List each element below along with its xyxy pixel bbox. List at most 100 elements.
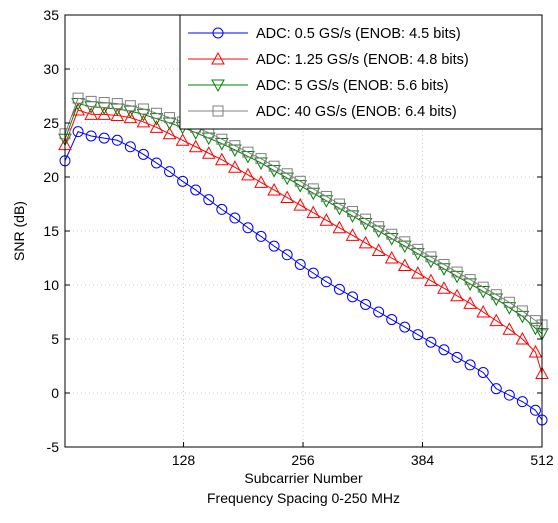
series-line	[64, 131, 543, 421]
data-point	[110, 108, 125, 121]
legend-label: ADC: 5 GS/s (ENOB: 5.6 bits)	[256, 78, 449, 94]
data-point	[412, 243, 424, 255]
legend-label: ADC: 40 GS/s (ENOB: 6.4 bits)	[256, 104, 457, 120]
data-point	[124, 141, 136, 153]
data-point	[149, 120, 164, 133]
data-point	[320, 276, 332, 288]
data-point	[136, 114, 151, 128]
data-point	[373, 221, 385, 233]
data-point	[476, 304, 491, 318]
data-point	[516, 305, 528, 317]
y-tick-label: 10	[43, 277, 59, 293]
data-point	[72, 126, 84, 138]
data-point	[85, 95, 97, 107]
data-point	[255, 153, 267, 165]
data-point	[438, 344, 450, 356]
legend-marker	[212, 105, 224, 117]
data-point	[137, 148, 149, 160]
data-point	[360, 213, 372, 225]
y-tick-label: 0	[51, 385, 59, 401]
series-line	[64, 109, 543, 374]
data-point	[255, 230, 267, 242]
data-point	[228, 160, 242, 173]
data-point	[464, 359, 476, 371]
data-point	[190, 184, 202, 196]
data-point	[84, 107, 98, 120]
x-axis-sublabel: Frequency Spacing 0-250 MHz	[207, 490, 400, 506]
data-point	[268, 160, 280, 172]
data-point	[333, 198, 345, 210]
data-point	[293, 198, 308, 211]
data-point	[489, 313, 504, 327]
data-point	[411, 266, 425, 279]
data-point	[203, 194, 215, 206]
data-point	[319, 213, 334, 226]
data-point	[162, 126, 177, 140]
data-point	[150, 157, 162, 169]
data-point	[528, 344, 543, 358]
y-tick-label: -5	[47, 439, 60, 455]
data-point	[425, 336, 437, 348]
data-point	[98, 96, 110, 108]
data-point	[397, 258, 412, 272]
legend: ADC: 0.5 GS/s (ENOB: 4.5 bits) ADC: 1.25 …	[179, 14, 543, 130]
legend-marker	[211, 79, 225, 93]
data-point	[425, 251, 437, 263]
data-point	[280, 190, 295, 204]
x-tick-label: 128	[172, 452, 196, 468]
data-point	[242, 146, 254, 158]
data-point	[503, 296, 515, 308]
data-point	[164, 166, 176, 178]
y-axis-label: SNR (dB)	[11, 201, 27, 261]
x-tick-label: 384	[411, 452, 435, 468]
data-point	[216, 203, 228, 215]
data-point	[85, 130, 97, 142]
data-point	[268, 240, 280, 252]
data-point	[451, 351, 463, 363]
data-point	[294, 175, 306, 187]
ticks: 128 256 384 512 -5 0 5 10 15 20 25 30 35	[43, 7, 553, 468]
data-point	[386, 314, 398, 326]
data-point	[529, 404, 541, 416]
data-point	[98, 132, 110, 144]
data-point	[201, 146, 216, 159]
legend-marker	[212, 27, 224, 39]
data-point	[412, 329, 424, 341]
data-point	[229, 140, 241, 152]
data-point	[516, 396, 528, 408]
data-point	[124, 100, 136, 112]
data-point	[437, 281, 451, 294]
data-point	[463, 296, 477, 309]
data-point	[424, 273, 438, 287]
data-point	[111, 134, 123, 146]
series-line	[64, 97, 543, 326]
y-tick-label: 20	[43, 169, 59, 185]
data-point	[216, 133, 228, 145]
x-tick-label: 256	[291, 452, 315, 468]
data-point	[137, 103, 149, 115]
data-point	[307, 267, 319, 279]
data-point	[347, 206, 359, 218]
data-point	[332, 220, 347, 234]
data-point	[371, 243, 386, 256]
data-point	[358, 235, 373, 249]
legend-marker	[211, 51, 225, 65]
data-point	[306, 205, 321, 219]
data-point	[320, 190, 332, 202]
data-point	[450, 288, 464, 302]
data-point	[307, 183, 319, 195]
legend-box	[179, 14, 543, 130]
data-point	[490, 289, 502, 301]
data-point	[399, 236, 411, 248]
data-point	[384, 250, 399, 264]
legend-label: ADC: 1.25 GS/s (ENOB: 4.8 bits)	[256, 52, 469, 68]
data-point	[345, 228, 360, 241]
y-tick-label: 25	[43, 115, 59, 131]
data-point	[254, 175, 268, 188]
data-point	[399, 321, 411, 333]
series-line	[64, 102, 543, 334]
data-point	[515, 331, 530, 345]
data-point	[97, 107, 112, 120]
y-tick-label: 5	[51, 331, 59, 347]
data-point	[71, 102, 85, 116]
